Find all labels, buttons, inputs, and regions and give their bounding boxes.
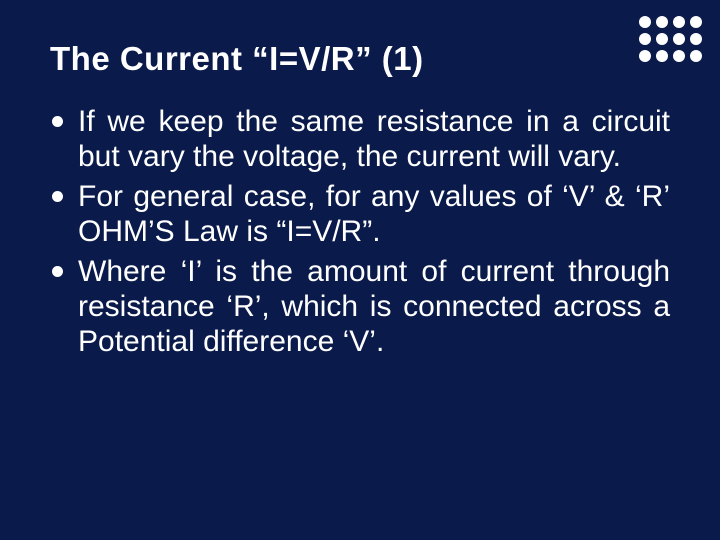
bullet-item: If we keep the same resistance in a circ… xyxy=(74,104,670,175)
slide: The Current “I=V/R” (1) If we keep the s… xyxy=(0,0,720,540)
corner-dots-icon xyxy=(639,16,702,62)
bullet-item: Where ‘I’ is the amount of current throu… xyxy=(74,254,670,360)
bullet-item: For general case, for any values of ‘V’ … xyxy=(74,179,670,250)
bullet-list: If we keep the same resistance in a circ… xyxy=(50,104,670,360)
slide-title: The Current “I=V/R” (1) xyxy=(50,40,670,78)
